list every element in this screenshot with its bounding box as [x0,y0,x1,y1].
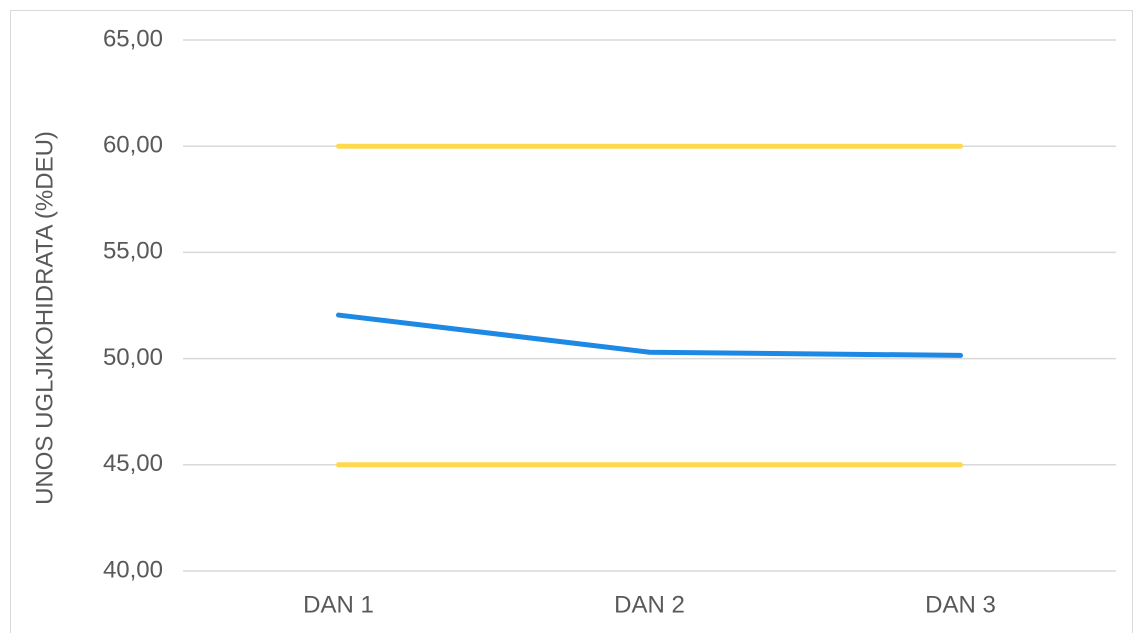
series-line [336,312,963,358]
y-tick-label: 50,00 [103,344,163,371]
y-tick-label: 45,00 [103,450,163,477]
chart-border [10,10,1133,633]
x-tick-label: DAN 2 [614,591,685,618]
x-tick-label: DAN 1 [303,591,374,618]
y-tick-label: 40,00 [103,556,163,583]
y-tick-label: 55,00 [103,238,163,265]
x-tick-label: DAN 3 [925,591,996,618]
y-tick-label: 60,00 [103,132,163,159]
y-tick-label: 65,00 [103,25,163,52]
y-axis-label: UNOS UGLJIKOHIDRATA (%DEU) [31,131,58,505]
